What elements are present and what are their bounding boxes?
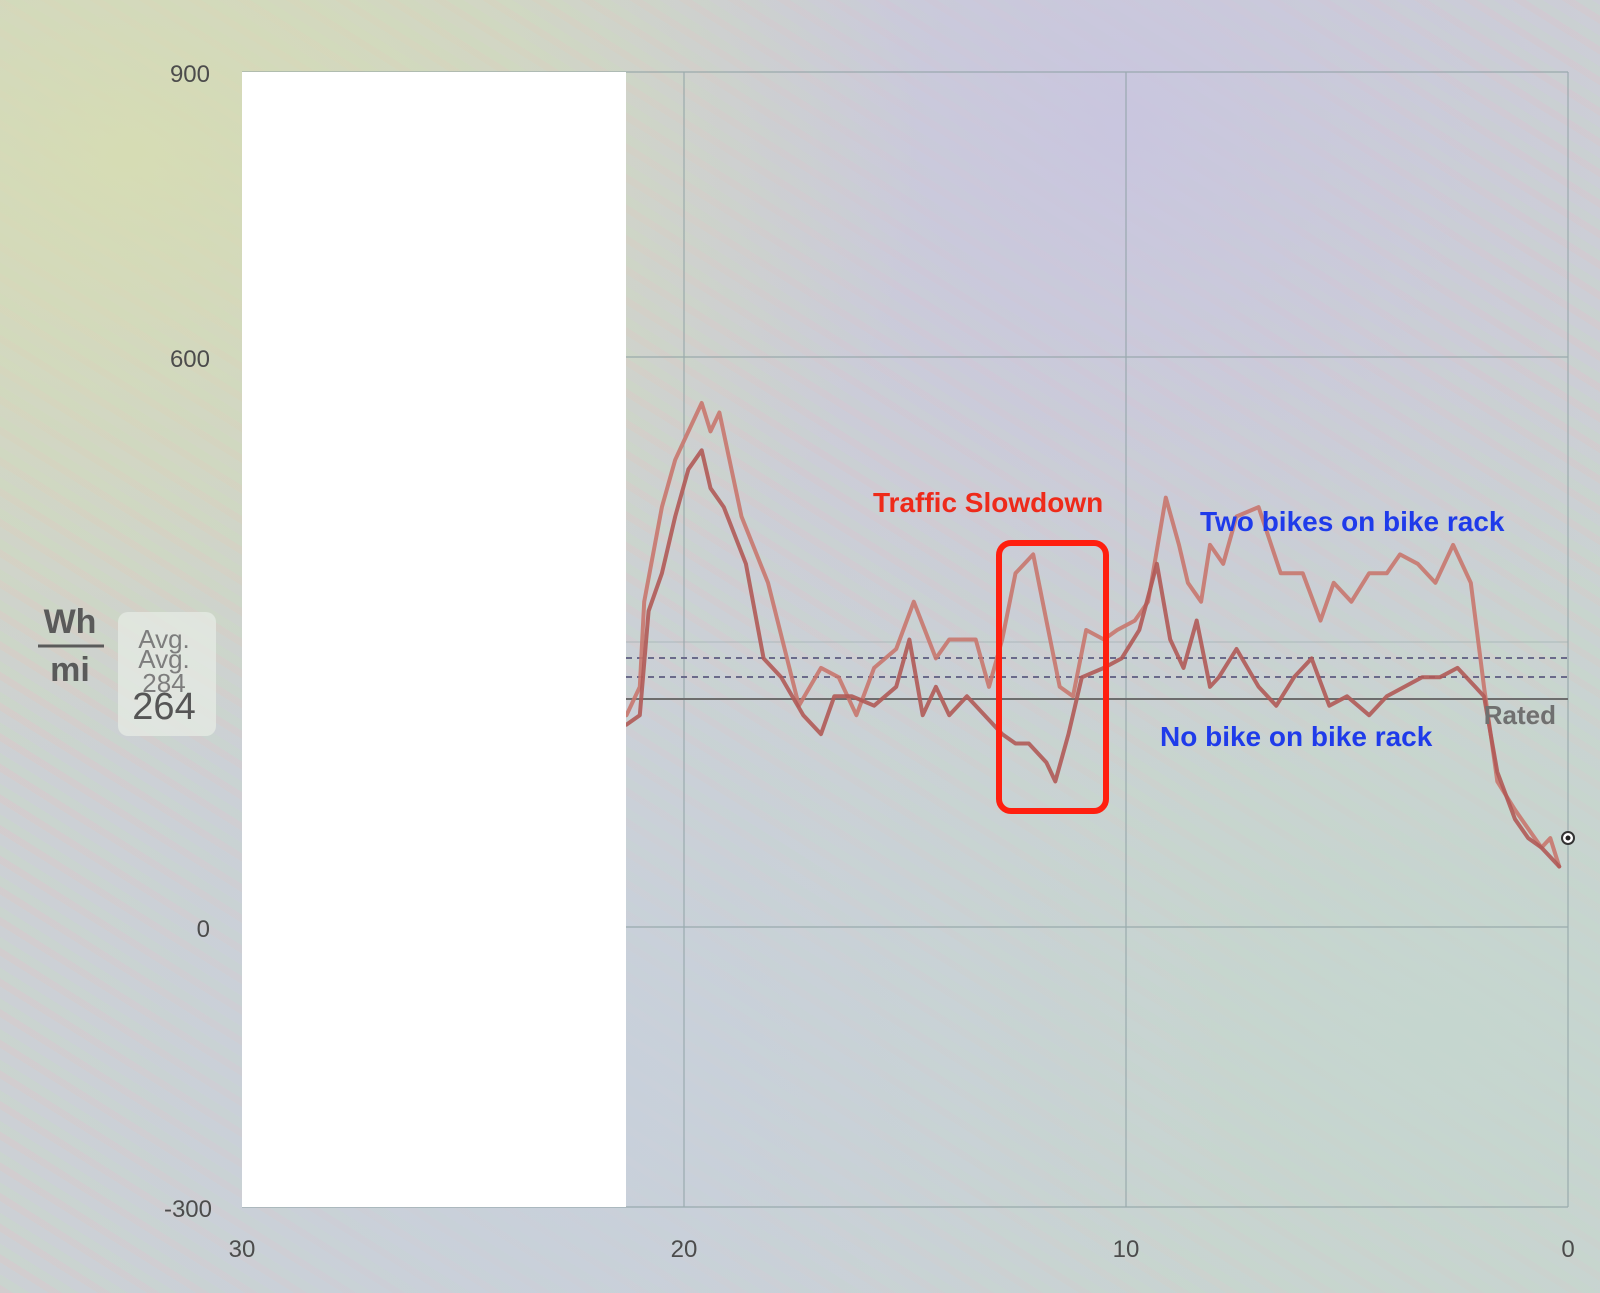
redacted-region <box>242 72 626 1207</box>
traffic-slowdown-box <box>996 540 1109 814</box>
avg-label-1: Avg. <box>138 624 190 654</box>
current-position-dot <box>1565 835 1571 841</box>
y-unit-denominator: mi <box>50 651 90 689</box>
avg-label-2: Avg. <box>138 644 190 674</box>
avg-badge <box>118 612 216 736</box>
x-tick-0: 0 <box>1561 1236 1574 1263</box>
x-tick-20: 20 <box>671 1236 698 1263</box>
series-line-2 <box>624 448 1562 869</box>
x-tick-10: 10 <box>1113 1236 1140 1263</box>
y-tick-900: 900 <box>170 61 210 88</box>
y-tick-minus300: -300 <box>164 1196 212 1223</box>
y-tick-600: 600 <box>170 346 210 373</box>
y-tick-0: 0 <box>197 916 210 943</box>
rated-label: Rated <box>1484 700 1556 730</box>
avg-value-2: 264 <box>132 686 195 728</box>
y-unit-numerator: Wh <box>44 603 97 641</box>
series-line-1 <box>624 401 1562 869</box>
annotation-no-bike: No bike on bike rack <box>1160 721 1433 752</box>
annotation-traffic-slowdown: Traffic Slowdown <box>873 487 1103 518</box>
series-layer <box>624 401 1562 869</box>
annotation-two-bikes: Two bikes on bike rack <box>1200 506 1505 537</box>
avg-value-1: 284 <box>142 668 185 698</box>
x-tick-30: 30 <box>229 1236 256 1263</box>
